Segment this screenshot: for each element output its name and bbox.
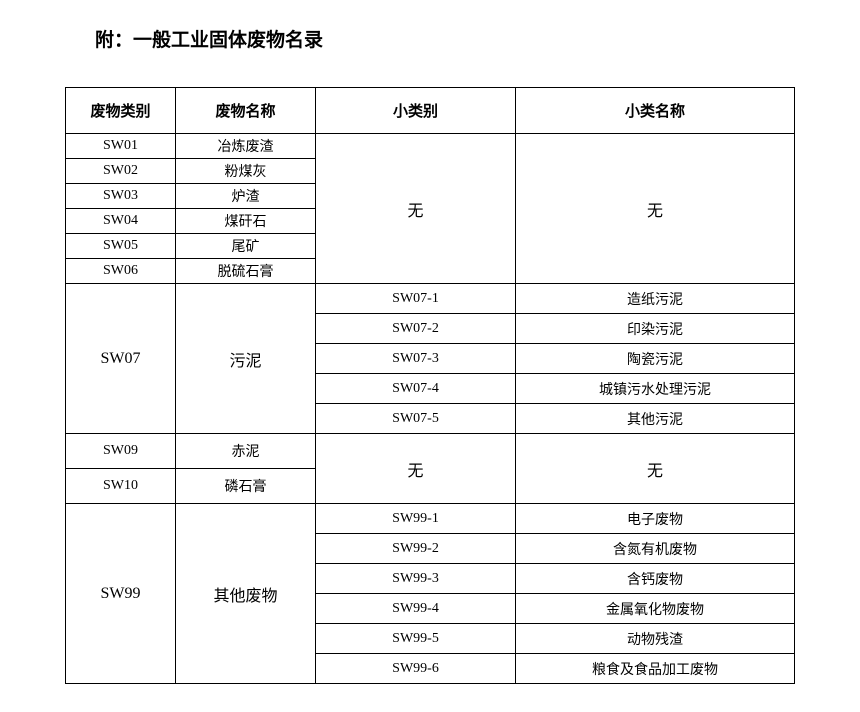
cell-code: SW10 bbox=[66, 469, 176, 504]
cell-code: SW04 bbox=[66, 209, 176, 234]
cell-name: 尾矿 bbox=[176, 234, 316, 259]
cell-subcode: SW07-5 bbox=[316, 404, 516, 434]
cell-name: 冶炼废渣 bbox=[176, 134, 316, 159]
cell-code: SW09 bbox=[66, 434, 176, 469]
cell-subname: 粮食及食品加工废物 bbox=[516, 654, 795, 684]
cell-subname: 金属氧化物废物 bbox=[516, 594, 795, 624]
cell-subname: 含钙废物 bbox=[516, 564, 795, 594]
cell-code: SW05 bbox=[66, 234, 176, 259]
cell-subname: 城镇污水处理污泥 bbox=[516, 374, 795, 404]
cell-subcode: SW99-6 bbox=[316, 654, 516, 684]
cell-subname-none: 无 bbox=[516, 434, 795, 504]
cell-name: 粉煤灰 bbox=[176, 159, 316, 184]
cell-subcat-none: 无 bbox=[316, 134, 516, 284]
header-category-name: 废物名称 bbox=[176, 88, 316, 134]
cell-code: SW02 bbox=[66, 159, 176, 184]
cell-subname: 其他污泥 bbox=[516, 404, 795, 434]
cell-code: SW07 bbox=[66, 284, 176, 434]
table-row: SW99 其他废物 SW99-1 电子废物 bbox=[66, 504, 795, 534]
table-row: SW09 赤泥 无 无 bbox=[66, 434, 795, 469]
cell-name: 其他废物 bbox=[176, 504, 316, 684]
table-row: SW07 污泥 SW07-1 造纸污泥 bbox=[66, 284, 795, 314]
cell-subcode: SW99-5 bbox=[316, 624, 516, 654]
table-row: SW01 冶炼废渣 无 无 bbox=[66, 134, 795, 159]
cell-subcode: SW99-3 bbox=[316, 564, 516, 594]
document-title: 附：一般工业固体废物名录 bbox=[95, 20, 795, 52]
cell-subcode: SW07-3 bbox=[316, 344, 516, 374]
cell-subcat-none: 无 bbox=[316, 434, 516, 504]
header-category-code: 废物类别 bbox=[66, 88, 176, 134]
cell-name: 脱硫石膏 bbox=[176, 259, 316, 284]
cell-subcode: SW07-1 bbox=[316, 284, 516, 314]
cell-name: 污泥 bbox=[176, 284, 316, 434]
cell-subname: 造纸污泥 bbox=[516, 284, 795, 314]
waste-directory-table: 废物类别 废物名称 小类别 小类名称 SW01 冶炼废渣 无 无 SW02 粉煤… bbox=[65, 87, 795, 684]
header-sub-code: 小类别 bbox=[316, 88, 516, 134]
cell-code: SW06 bbox=[66, 259, 176, 284]
cell-code: SW03 bbox=[66, 184, 176, 209]
cell-code: SW01 bbox=[66, 134, 176, 159]
cell-subname: 含氮有机废物 bbox=[516, 534, 795, 564]
cell-subname-none: 无 bbox=[516, 134, 795, 284]
cell-subname: 动物残渣 bbox=[516, 624, 795, 654]
table-header-row: 废物类别 废物名称 小类别 小类名称 bbox=[66, 88, 795, 134]
cell-subname: 电子废物 bbox=[516, 504, 795, 534]
cell-subcode: SW99-2 bbox=[316, 534, 516, 564]
cell-subcode: SW99-1 bbox=[316, 504, 516, 534]
cell-code: SW99 bbox=[66, 504, 176, 684]
cell-subname: 印染污泥 bbox=[516, 314, 795, 344]
cell-subname: 陶瓷污泥 bbox=[516, 344, 795, 374]
cell-subcode: SW99-4 bbox=[316, 594, 516, 624]
header-sub-name: 小类名称 bbox=[516, 88, 795, 134]
cell-subcode: SW07-2 bbox=[316, 314, 516, 344]
cell-name: 煤矸石 bbox=[176, 209, 316, 234]
cell-name: 磷石膏 bbox=[176, 469, 316, 504]
cell-name: 炉渣 bbox=[176, 184, 316, 209]
cell-subcode: SW07-4 bbox=[316, 374, 516, 404]
cell-name: 赤泥 bbox=[176, 434, 316, 469]
